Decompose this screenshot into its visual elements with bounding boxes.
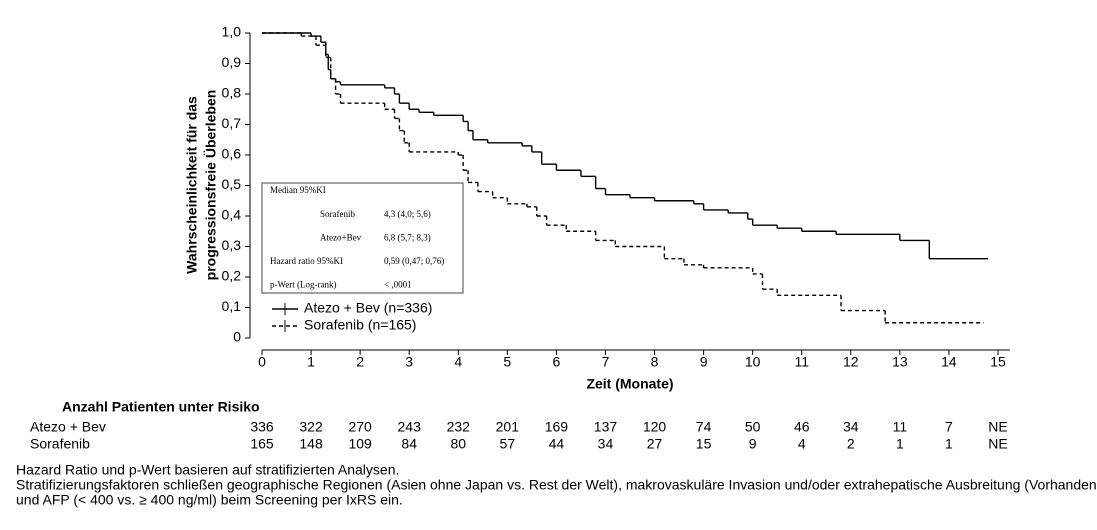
- inset-label: Atezo+Bev: [320, 233, 362, 243]
- risk-value: 270: [348, 419, 372, 435]
- risk-value: 9: [749, 436, 757, 452]
- y-tick-label: 0,4: [222, 207, 242, 223]
- footnote: und AFP (< 400 vs. ≥ 400 ng/ml) beim Scr…: [16, 492, 403, 508]
- x-tick-label: 0: [258, 354, 266, 370]
- y-tick-label: 0,8: [222, 85, 242, 101]
- x-tick-label: 14: [941, 354, 957, 370]
- x-tick-label: 6: [553, 354, 561, 370]
- legend-label: Sorafenib (n=165): [304, 317, 416, 333]
- x-tick-label: 11: [794, 354, 809, 370]
- risk-value: 57: [500, 436, 516, 452]
- x-tick-label: 2: [356, 354, 364, 370]
- y-tick-label: 0,2: [222, 268, 242, 284]
- risk-value: 44: [549, 436, 565, 452]
- risk-value: 165: [250, 436, 274, 452]
- x-axis-label: Zeit (Monate): [586, 376, 673, 392]
- risk-value: 74: [696, 419, 712, 435]
- y-tick-label: 0,3: [222, 237, 242, 253]
- footnote: Hazard Ratio und p-Wert basieren auf str…: [16, 462, 399, 478]
- risk-value: 2: [847, 436, 855, 452]
- risk-value: 232: [447, 419, 471, 435]
- risk-value: 1: [896, 436, 904, 452]
- risk-value: 137: [594, 419, 618, 435]
- x-tick-label: 4: [454, 354, 462, 370]
- risk-value: 243: [398, 419, 422, 435]
- x-tick-label: 12: [843, 354, 859, 370]
- risk-value: 34: [843, 419, 859, 435]
- inset-value: 4,3 (4,0; 5,6): [384, 209, 431, 219]
- inset-value: 6,8 (5,7; 8,3): [384, 233, 431, 243]
- y-tick-label: 1,0: [222, 24, 242, 40]
- y-tick-label: 0: [233, 329, 241, 345]
- risk-value: 4: [798, 436, 806, 452]
- risk-row-name: Atezo + Bev: [30, 419, 106, 435]
- risk-value: 148: [299, 436, 323, 452]
- x-tick-label: 1: [307, 354, 315, 370]
- risk-value: 80: [450, 436, 466, 452]
- x-tick-label: 7: [602, 354, 610, 370]
- risk-value: 7: [945, 419, 953, 435]
- y-tick-label: 0,9: [222, 54, 242, 70]
- risk-value: 27: [647, 436, 663, 452]
- risk-title: Anzahl Patienten unter Risiko: [62, 399, 260, 415]
- risk-value: NE: [988, 419, 1007, 435]
- y-axis-label: progressionsfreie Überleben: [203, 90, 219, 281]
- risk-value: 109: [348, 436, 372, 452]
- x-tick-label: 5: [503, 354, 511, 370]
- inset-value: 0,59 (0,47; 0,76): [384, 256, 444, 266]
- risk-value: NE: [988, 436, 1007, 452]
- risk-row-name: Sorafenib: [30, 436, 90, 452]
- risk-value: 84: [401, 436, 417, 452]
- y-tick-label: 0,6: [222, 146, 242, 162]
- risk-value: 15: [696, 436, 712, 452]
- x-tick-label: 13: [892, 354, 908, 370]
- footnote: Stratifizierungsfaktoren schließen geogr…: [16, 477, 1097, 493]
- inset-label: Sorafenib: [320, 209, 355, 219]
- risk-value: 336: [250, 419, 274, 435]
- x-tick-label: 9: [700, 354, 708, 370]
- x-tick-label: 3: [405, 354, 413, 370]
- inset-value: < ,0001: [384, 280, 412, 290]
- inset-header: Median 95%KI: [270, 185, 326, 195]
- inset-label: p-Wert (Log-rank): [270, 280, 337, 290]
- y-axis-label: Wahrscheinlichkeit für das: [184, 96, 200, 274]
- risk-value: 34: [598, 436, 614, 452]
- legend-label: Atezo + Bev (n=336): [304, 300, 432, 316]
- risk-value: 1: [945, 436, 953, 452]
- risk-value: 169: [545, 419, 569, 435]
- risk-value: 50: [745, 419, 761, 435]
- x-tick-label: 10: [745, 354, 761, 370]
- risk-value: 46: [794, 419, 810, 435]
- risk-value: 11: [893, 419, 908, 435]
- inset-box: [261, 182, 464, 294]
- x-tick-label: 15: [990, 354, 1006, 370]
- y-tick-label: 0,7: [222, 115, 242, 131]
- y-tick-label: 0,5: [222, 176, 242, 192]
- inset-label: Hazard ratio 95%KI: [270, 256, 343, 266]
- y-tick-label: 0,1: [222, 298, 242, 314]
- x-tick-label: 8: [651, 354, 659, 370]
- risk-value: 120: [643, 419, 667, 435]
- risk-value: 201: [496, 419, 520, 435]
- risk-value: 322: [299, 419, 323, 435]
